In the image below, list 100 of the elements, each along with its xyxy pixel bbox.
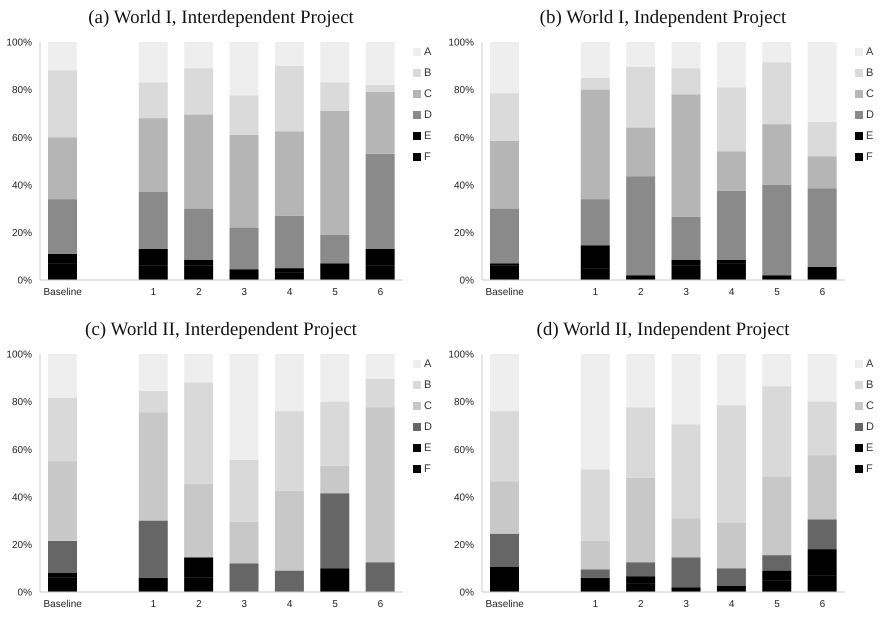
legend-label: F [866,151,873,163]
bar [138,354,168,391]
bar [808,402,837,456]
x-tick-label: 6 [820,599,826,610]
chart-title: (b) World I, Independent Project [538,6,788,30]
x-tick-label: 4 [286,599,293,610]
bar [626,128,656,176]
y-tick-label: 100% [448,38,474,49]
bar [716,263,746,280]
legend-label: F [424,463,431,475]
x-tick-label: 2 [638,599,644,610]
bar [48,199,77,254]
legend-label: B [424,67,432,79]
bar [320,263,350,280]
bar [580,42,610,78]
bar [716,586,746,592]
x-tick-label: 2 [638,287,644,298]
bar [716,190,746,260]
bar [274,216,304,268]
bar [230,96,259,135]
y-tick-label: 60% [12,132,32,144]
legend-label: D [866,421,874,433]
bar [808,156,837,188]
bar [672,354,701,424]
legend-label: E [424,130,432,142]
bar [716,151,746,191]
bar [490,93,519,141]
bar [274,66,304,132]
y-tick-label: 60% [454,444,474,456]
legend-label: B [424,379,432,391]
x-tick-label: Baseline [486,287,524,298]
bar [230,228,259,270]
legend-label: B [866,379,874,391]
x-tick-label: Baseline [486,599,524,610]
bar [366,378,395,408]
bar [626,42,656,67]
bar [320,234,350,264]
bar [580,90,610,200]
y-tick-label: 80% [454,397,474,408]
bar [184,114,214,209]
bar [808,122,837,156]
bar [490,42,519,94]
bar [48,42,77,71]
bar [138,390,168,412]
bar [184,354,214,383]
bar [672,216,701,260]
bar [490,411,519,482]
bar [230,460,259,522]
bar [184,382,214,484]
bar [580,569,610,578]
bar [580,78,610,90]
x-tick-label: 3 [241,287,248,298]
bar [762,275,792,280]
bar [490,481,519,534]
x-tick-label: 2 [196,287,202,298]
legend-label: E [424,442,432,454]
bar [672,42,701,68]
bar [580,199,610,246]
bar [230,563,259,592]
bar [762,386,792,477]
x-tick-label: Baseline [44,287,82,298]
y-tick-label: 20% [12,228,32,239]
legend-label: C [424,400,432,412]
x-tick-label: 4 [728,599,735,610]
bar [274,131,304,216]
bar [490,534,519,568]
bar [762,184,792,276]
bar [320,82,350,112]
bar [138,42,168,82]
bar [230,134,259,228]
bar [808,455,837,520]
bar [580,469,610,541]
bar [184,208,214,260]
legend-label: B [866,67,874,79]
x-tick-label: 5 [774,287,780,298]
bar [48,540,77,573]
bar [138,192,168,250]
y-tick-label: 100% [6,350,32,361]
y-tick-label: 60% [12,444,32,456]
legend-label: A [424,46,432,58]
bar [48,70,77,138]
bar [230,354,259,460]
bar [138,82,168,118]
bar [138,520,168,578]
bar [366,42,395,85]
bar [366,84,395,92]
bar [626,478,656,562]
bar [274,42,304,66]
bar [48,461,77,541]
x-tick-label: 1 [150,287,157,298]
x-tick-label: Baseline [44,599,82,610]
y-tick-label: 60% [454,132,474,144]
bar [762,42,792,62]
bar [138,578,168,592]
bar [490,208,519,264]
bar [320,493,350,568]
x-tick-label: 2 [196,599,202,610]
legend-label: F [424,151,431,163]
bar [580,540,610,570]
bar [580,354,610,470]
